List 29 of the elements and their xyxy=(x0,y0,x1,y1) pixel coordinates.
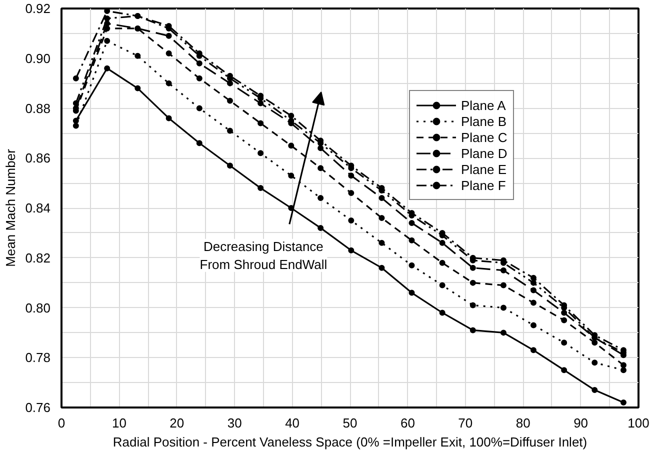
y-tick-label: 0.90 xyxy=(25,50,51,66)
x-tick-label: 60 xyxy=(400,416,415,430)
x-tick-label: 10 xyxy=(112,416,126,430)
x-tick-label: 80 xyxy=(516,416,530,430)
y-axis-title: Mean Mach Number xyxy=(3,148,18,267)
x-tick-label: 50 xyxy=(342,416,358,430)
y-tick-label: 0.86 xyxy=(25,150,51,166)
legend-label: Plane A xyxy=(461,97,506,113)
x-tick-label: 20 xyxy=(170,416,184,430)
legend-label: Plane B xyxy=(461,113,507,129)
x-tick-label: 100 xyxy=(628,416,650,430)
y-tick-label: 0.80 xyxy=(25,300,51,316)
legend-label: Plane F xyxy=(461,177,506,193)
y-tick-label: 0.78 xyxy=(25,350,51,366)
y-tick-label: 0.84 xyxy=(25,200,51,216)
x-tick-label: 90 xyxy=(574,416,588,430)
x-tick-label: 70 xyxy=(458,416,473,430)
annotation: Decreasing Distance From Shroud EndWall xyxy=(200,238,328,272)
x-axis-title: Radial Position - Percent Vaneless Space (0% =Impeller Exit, 100%=Diffuser Inlet) xyxy=(112,434,588,450)
y-tick-label: 0.76 xyxy=(25,400,51,415)
x-tick-label: 0 xyxy=(58,416,66,430)
legend-label: Plane D xyxy=(461,145,508,161)
x-tick-label: 40 xyxy=(285,416,300,430)
x-tick-label: 30 xyxy=(227,416,242,430)
y-tick-label: 0.82 xyxy=(25,250,51,266)
legend-label: Plane C xyxy=(461,129,508,145)
y-tick-label: 0.92 xyxy=(25,1,51,16)
legend-label: Plane E xyxy=(461,161,507,177)
y-tick-label: 0.88 xyxy=(25,100,51,116)
